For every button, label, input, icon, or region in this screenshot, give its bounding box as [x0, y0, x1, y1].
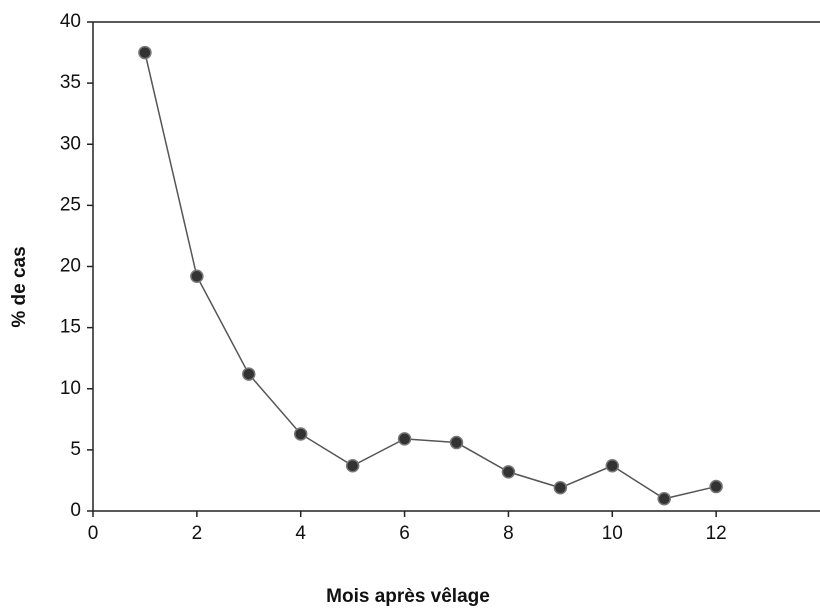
- data-point: [709, 479, 723, 494]
- data-point: [449, 435, 464, 450]
- data-point: [657, 492, 671, 506]
- x-tick-label: 0: [88, 523, 99, 544]
- y-tick-label: 40: [60, 11, 81, 32]
- x-axis-title: Mois après vêlage: [326, 586, 490, 607]
- x-tick-label: 4: [295, 523, 306, 544]
- data-point: [293, 427, 308, 441]
- y-tick-label: 5: [70, 439, 81, 460]
- x-tick-label: 10: [602, 523, 623, 544]
- data-point: [190, 269, 204, 284]
- data-point: [605, 459, 620, 473]
- y-axis-title: % de cas: [9, 246, 30, 327]
- data-point: [138, 45, 152, 60]
- data-point: [501, 465, 516, 479]
- x-tick-label: 8: [503, 523, 514, 544]
- y-tick-label: 20: [60, 256, 81, 277]
- data-point: [242, 367, 256, 381]
- x-tick-label: 2: [192, 523, 203, 544]
- y-tick-label: 15: [60, 317, 81, 338]
- y-tick-label: 25: [60, 194, 81, 215]
- y-tick-label: 10: [60, 378, 81, 399]
- y-tick-label: 35: [60, 72, 81, 93]
- data-point: [345, 459, 360, 473]
- y-tick-label: 30: [60, 133, 81, 154]
- data-point: [397, 432, 412, 446]
- y-tick-label: 0: [70, 500, 81, 521]
- x-tick-label: 12: [706, 523, 727, 544]
- x-tick-label: 6: [399, 523, 410, 544]
- data-point: [553, 481, 568, 495]
- series-line: [144, 52, 717, 500]
